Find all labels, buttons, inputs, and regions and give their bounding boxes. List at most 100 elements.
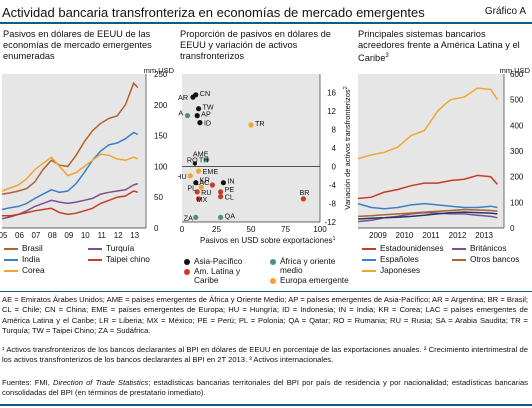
point-0-1 [190,94,196,100]
x-tick-label-2: 50 [247,225,256,234]
chart-3: mm USD 0 100 200 300 400 500 600 2009 2010 2011 201… [357,66,531,240]
point-label-0-1: AR [178,93,188,102]
point-label-2-3: QA [225,211,236,220]
legend-3-item-3: Otros bancos [452,254,519,264]
sources-pre: FMI, [34,378,50,387]
x-tick-label-0: 05 [0,231,8,240]
x-tick-label-1: 25 [212,225,221,234]
series-line-4 [2,190,139,217]
x-tick-label-1: 06 [15,231,24,240]
x-tick-label-4: 2013 [475,231,493,240]
page-title: Actividad bancaria transfronteriza en ec… [2,5,425,20]
series-line-2 [1,153,139,192]
point-label-0-3: AP [201,110,211,119]
series-line-1 [357,174,498,200]
panel-1-title: Pasivos en dólares de EEUU de las econom… [3,29,152,61]
series-line-5 [357,208,498,218]
plot-background [358,74,504,228]
middle-rule [0,291,532,292]
y-tick-label-1: 100 [510,198,524,207]
point-label-th: TH [199,156,209,165]
point-2-1 [204,157,210,163]
legend-1-item-1: Turquía [88,243,134,253]
series-line-1 [1,131,139,211]
y-tick-label-6: 12 [327,107,336,116]
legend-2-item-3: Am. Latina y [184,266,240,276]
y-tick-label-4: 400 [510,121,524,130]
y-tick-label-2: 200 [510,173,524,182]
sources-label: Fuentes: [2,378,32,387]
y-tick-label-7: 16 [327,89,336,98]
sources-italic: Direction of Trade Statistics [53,378,149,387]
y-tick-label-2: -4 [329,181,337,190]
point-0-4 [197,120,203,126]
y-tick-label-6: 600 [510,70,524,79]
chart-1: mm USD 0 50 100 150 200 250 05 06 07 08 09 10 11 12 13 [0,66,175,240]
panel-3-title-text: Principales sistemas bancarios acreedore… [358,29,520,64]
point-label-0-5: KR [200,176,210,185]
point-label-1-3: MX [197,195,208,204]
point-0-6 [220,180,226,186]
point-2-2 [193,214,199,220]
y-tick-label-5: 8 [332,126,337,135]
legend-2-item-0: Asia-Pacífico [184,256,242,266]
y-axis-label: Variación de activos transfronterizos2 [343,86,352,209]
y-tick-label-3: 0 [332,163,337,172]
point-0-3 [194,113,200,119]
legend-3-item-0: Estadounidenses [362,243,444,253]
footnotes: ¹ Activos transfronterizos de los bancos… [2,345,528,365]
point-1-4 [194,189,200,195]
x-axis-label-superscript: 1 [333,236,336,242]
point-label-ro: RO [187,156,198,165]
point-label-3-1: EME [203,167,219,176]
series-line-4 [357,211,498,220]
x-tick-label-1: 2010 [396,231,414,240]
x-axis-label: Pasivos en USD sobre exportaciones1 [200,236,336,245]
point-1-5 [300,196,306,202]
panel-3-superscript: 3 [385,53,389,59]
plot-background [182,74,320,222]
series-line-0 [1,81,139,195]
point-label-2-0: SA [178,109,183,118]
point-label-3-2: HU [178,172,187,181]
legend-2-item-2: medio [280,265,303,275]
x-tick-label-0: 0 [180,225,185,234]
legend-1-item-3: Taipei chino [88,254,150,264]
y-tick-label-3: 150 [154,132,168,141]
legend-1-item-0: Brasil [4,243,43,253]
y-tick-label-0: 0 [510,224,515,233]
legend-2: Asia-Pacífico África y oriente medio Am.… [180,256,356,292]
point-3-3 [198,184,204,190]
y-tick-label-1: 50 [154,193,163,202]
bottom-rule [0,404,532,406]
point-th [192,161,198,166]
x-tick-label-0: 2009 [369,231,387,240]
y-tick-label-0: -12 [324,218,336,227]
unit-label: mm USD [500,66,531,75]
sources-note: Fuentes: FMI, Direction of Trade Statist… [2,378,528,399]
y-axis-label-superscript: 2 [343,86,349,89]
legend-3: Estadounidenses Británicos Españoles Otr… [358,243,532,283]
point-0-2 [196,106,202,112]
legend-2-item-5: Europa emergente [270,275,349,285]
point-label-1-1: PE [225,185,235,194]
legend-1: Brasil Turquía India Taipei chino Corea [0,243,178,283]
point-0-5 [193,180,199,186]
legend-1-item-2: India [4,254,40,264]
x-tick-label-3: 75 [281,225,290,234]
y-tick-label-5: 250 [154,70,168,79]
x-tick-label-3: 08 [48,231,57,240]
x-tick-label-5: 10 [81,231,90,240]
x-tick-label-4: 100 [313,225,327,234]
point-label-0-4: ID [204,119,211,128]
point-label-0-2: TW [203,103,214,112]
point-label-0-6: IN [227,177,234,186]
sources-post: ; estadísticas bancarias territoriales d… [2,378,528,398]
y-tick-label-4: 200 [154,101,168,110]
y-tick-label-2: 100 [154,162,168,171]
series-line-2 [357,202,498,210]
x-tick-label-8: 13 [130,231,139,240]
legend-2-item-4: Caribe [194,275,219,285]
x-tick-label-2: 2011 [422,231,440,240]
